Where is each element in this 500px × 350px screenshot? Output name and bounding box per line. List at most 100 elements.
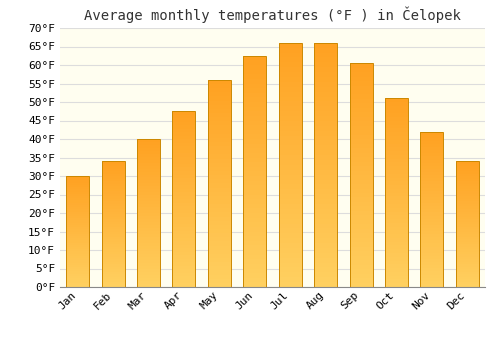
Bar xyxy=(137,181,160,183)
Bar xyxy=(172,270,196,273)
Bar xyxy=(172,171,196,175)
Bar xyxy=(102,184,124,186)
Bar xyxy=(350,130,372,135)
Bar xyxy=(314,238,337,243)
Bar xyxy=(172,238,196,241)
Bar xyxy=(66,225,89,227)
Bar xyxy=(208,150,231,154)
Bar xyxy=(456,204,479,206)
Bar xyxy=(102,254,124,257)
Bar xyxy=(102,179,124,181)
Bar xyxy=(385,177,408,181)
Bar xyxy=(385,245,408,249)
Bar xyxy=(137,240,160,243)
Bar xyxy=(172,220,196,224)
Bar xyxy=(456,169,479,171)
Bar xyxy=(208,134,231,138)
Bar xyxy=(66,185,89,187)
Bar xyxy=(102,237,124,239)
Bar xyxy=(172,266,196,270)
Bar xyxy=(66,252,89,254)
Bar xyxy=(102,211,124,214)
Bar xyxy=(66,196,89,198)
Bar xyxy=(278,214,301,219)
Bar xyxy=(208,200,231,204)
Bar xyxy=(278,209,301,214)
Bar xyxy=(350,274,372,278)
Bar xyxy=(208,163,231,167)
Bar xyxy=(314,97,337,102)
Bar xyxy=(314,116,337,121)
Bar xyxy=(385,234,408,238)
Bar xyxy=(137,272,160,275)
Bar xyxy=(137,231,160,234)
Bar xyxy=(314,267,337,272)
Bar xyxy=(278,140,301,145)
Bar xyxy=(137,189,160,192)
Bar xyxy=(314,135,337,140)
Bar xyxy=(244,148,266,153)
Bar xyxy=(420,160,444,163)
Bar xyxy=(385,155,408,159)
Bar xyxy=(385,283,408,287)
Bar xyxy=(244,172,266,176)
Bar xyxy=(208,212,231,217)
Bar xyxy=(244,278,266,282)
Bar xyxy=(350,126,372,130)
Bar xyxy=(66,285,89,287)
Bar xyxy=(350,153,372,157)
Bar xyxy=(278,72,301,77)
Bar xyxy=(66,243,89,245)
Bar xyxy=(208,183,231,188)
Bar xyxy=(244,241,266,245)
Bar xyxy=(172,262,196,266)
Bar xyxy=(244,93,266,97)
Bar xyxy=(244,167,266,172)
Bar xyxy=(456,176,479,179)
Bar xyxy=(420,175,444,178)
Bar xyxy=(137,254,160,257)
Bar xyxy=(172,224,196,227)
Bar xyxy=(137,228,160,231)
Bar xyxy=(278,97,301,102)
Bar xyxy=(102,247,124,249)
Bar xyxy=(456,199,479,202)
Bar xyxy=(244,231,266,236)
Bar xyxy=(420,138,444,141)
Bar xyxy=(420,250,444,253)
Bar xyxy=(314,43,337,287)
Bar xyxy=(350,242,372,247)
Bar xyxy=(102,199,124,202)
Bar xyxy=(350,269,372,274)
Bar xyxy=(102,279,124,282)
Bar xyxy=(208,262,231,266)
Bar xyxy=(350,104,372,108)
Bar xyxy=(244,190,266,195)
Bar xyxy=(208,109,231,113)
Bar xyxy=(385,121,408,125)
Bar xyxy=(314,194,337,199)
Bar xyxy=(137,243,160,246)
Bar xyxy=(208,229,231,233)
Bar xyxy=(385,211,408,215)
Bar xyxy=(456,277,479,279)
Bar xyxy=(278,116,301,121)
Bar xyxy=(314,209,337,214)
Bar xyxy=(208,167,231,171)
Bar xyxy=(456,262,479,264)
Bar xyxy=(66,260,89,262)
Bar xyxy=(208,113,231,117)
Bar xyxy=(66,214,89,216)
Bar xyxy=(314,67,337,72)
Bar xyxy=(66,247,89,249)
Bar xyxy=(420,234,444,237)
Bar xyxy=(314,72,337,77)
Bar xyxy=(456,191,479,194)
Bar xyxy=(278,277,301,282)
Bar xyxy=(66,205,89,207)
Bar xyxy=(172,118,196,122)
Bar xyxy=(137,139,160,287)
Bar xyxy=(420,184,444,188)
Bar xyxy=(208,271,231,274)
Bar xyxy=(385,159,408,162)
